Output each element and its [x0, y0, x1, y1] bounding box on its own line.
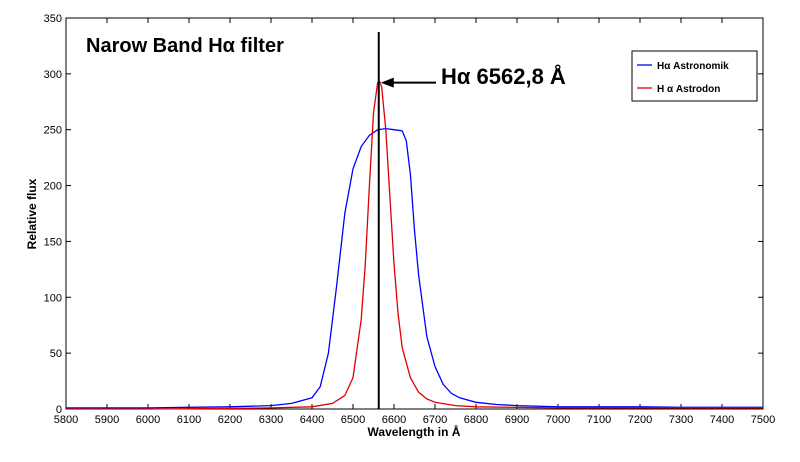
x-tick-label: 7500: [751, 414, 775, 426]
legend-box: [631, 50, 758, 102]
x-tick-label: 6100: [177, 414, 201, 426]
chart-title: Narow Band Hα filter: [86, 35, 284, 57]
x-tick-label: 6200: [218, 414, 242, 426]
x-tick-label: 6600: [382, 414, 406, 426]
annotation-arrow-head: [380, 77, 394, 88]
x-tick-label: 7000: [546, 414, 570, 426]
legend: Hα Astronomik H α Astrodon: [631, 50, 758, 102]
y-tick-label: 250: [44, 125, 62, 137]
x-tick-label: 7200: [628, 414, 652, 426]
x-tick-label: 7400: [710, 414, 734, 426]
x-tick-label: 6500: [341, 414, 365, 426]
x-tick-label: 6400: [300, 414, 324, 426]
x-tick-label: 6900: [505, 414, 529, 426]
x-tick-label: 6700: [423, 414, 447, 426]
legend-label-astronomik: Hα Astronomik: [657, 61, 729, 72]
x-tick-label: 6000: [136, 414, 160, 426]
y-tick-label: 350: [44, 13, 62, 25]
y-axis-title: Relative flux: [25, 178, 39, 249]
y-tick-label: 0: [56, 404, 62, 416]
legend-label-astrodon: H α Astrodon: [657, 84, 720, 95]
x-tick-label: 6800: [464, 414, 488, 426]
y-tick-label: 200: [44, 181, 62, 193]
x-tick-label: 7300: [669, 414, 693, 426]
y-axis: 0 50 100 150 200 250 300 350: [44, 13, 763, 416]
y-tick-label: 150: [44, 236, 62, 248]
y-tick-label: 100: [44, 292, 62, 304]
x-tick-label: 5800: [54, 414, 78, 426]
series-line-astrodon: [66, 80, 763, 410]
x-tick-label: 6300: [259, 414, 283, 426]
y-tick-label: 300: [44, 69, 62, 81]
x-tick-label: 7100: [587, 414, 611, 426]
x-axis-title: Wavelength in Å: [368, 424, 461, 439]
x-axis: 5800 5900 6000 6100 6200 6300 6400 6500 6600 6700…: [54, 18, 775, 426]
x-tick-label: 5900: [95, 414, 119, 426]
halpha-annotation-label: Hα 6562,8 Å: [441, 63, 566, 89]
y-tick-label: 50: [50, 348, 62, 360]
series-line-astronomik: [66, 127, 763, 409]
